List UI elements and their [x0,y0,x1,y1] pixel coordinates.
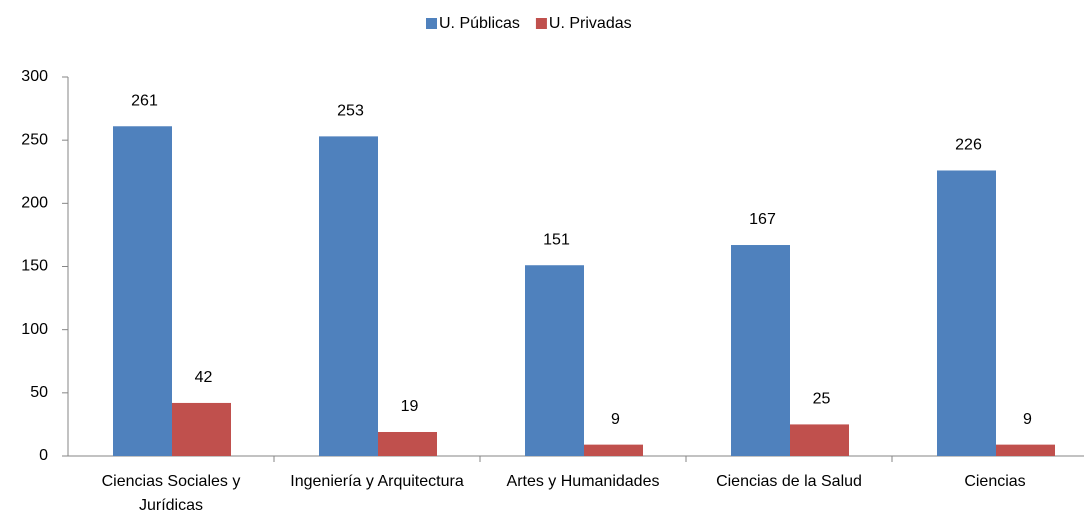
bar [790,424,849,456]
bar [378,431,437,456]
value-label: 25 [813,391,831,408]
bar [731,245,790,456]
x-tick-label: Ciencias de la Salud [716,473,862,490]
x-tick-label: Ciencias Sociales y Jurídicas [101,473,241,514]
y-tick-label: 200 [21,195,48,212]
value-label: 9 [611,411,620,428]
value-label: 261 [131,92,158,109]
value-label: 9 [1023,411,1032,428]
y-tick-label: 250 [21,131,48,148]
legend-swatch [426,18,437,29]
y-tick-label: 50 [30,384,48,401]
bar [172,402,231,456]
bar [937,170,996,456]
x-tick-label: Ingeniería y Arquitectura [290,473,464,490]
legend-label: U. Privadas [549,15,632,32]
y-tick-label: 100 [21,321,48,338]
value-label: 226 [955,137,982,154]
value-label: 42 [195,369,213,386]
bar [525,265,584,456]
y-tick-label: 300 [21,68,48,85]
bar [584,444,643,456]
bar [319,136,378,457]
x-tick-label: Ciencias [964,473,1026,490]
bar [996,444,1055,456]
value-label: 253 [337,103,364,120]
value-label: 151 [543,231,570,248]
value-label: 19 [401,398,419,415]
bar [113,126,172,457]
legend-label: U. Públicas [439,15,520,32]
value-label: 167 [749,211,776,228]
legend-swatch [535,18,547,29]
y-tick-label: 0 [39,447,48,464]
x-tick-label: Artes y Humanidades [506,473,660,490]
y-tick-label: 150 [21,258,48,275]
